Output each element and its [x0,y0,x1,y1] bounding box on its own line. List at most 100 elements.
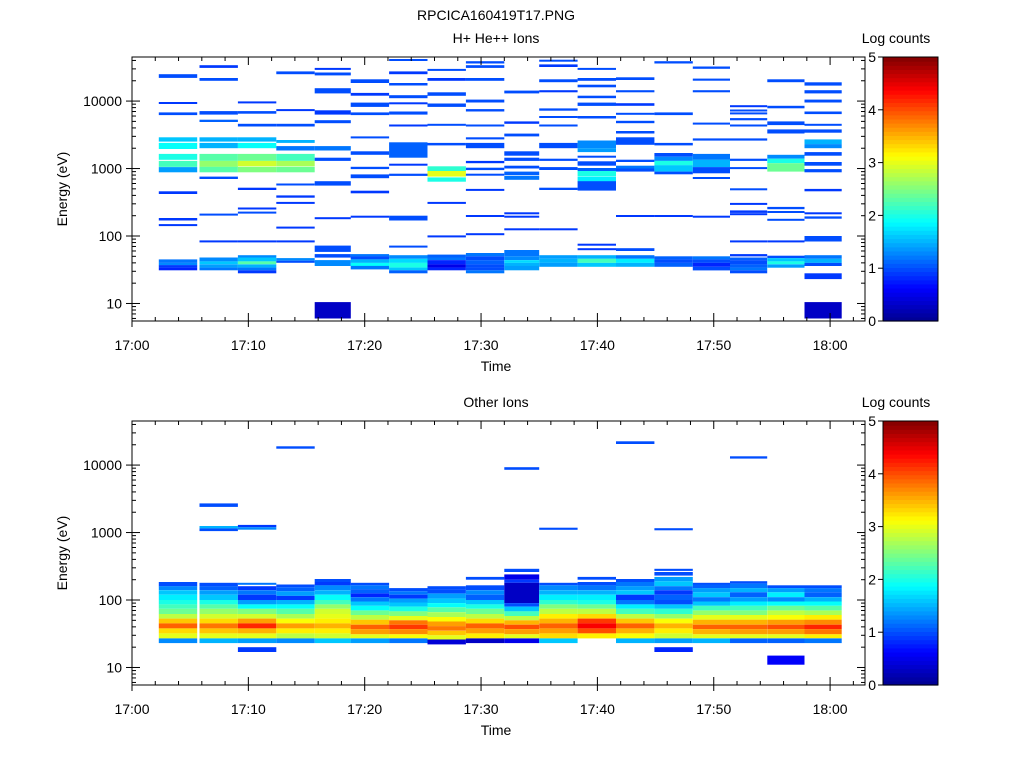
heatmap-cell [616,579,655,582]
colorbar-segment [883,421,938,426]
heatmap-cell [350,638,390,644]
heatmap-cell [237,618,277,624]
heatmap-cell [350,624,390,630]
heatmap-cell [692,619,730,625]
heatmap-cell [237,160,277,167]
colorbar-segment [883,259,938,264]
colorbar-segment [883,536,938,542]
heatmap-cell [692,122,730,125]
colorbar-segment [883,213,938,219]
colorbar-segment [883,267,938,273]
heatmap-cell [314,120,351,124]
heatmap-cell [465,608,505,614]
colorbar-segment [883,226,938,231]
colorbar-segment [883,160,938,165]
heatmap-cell [465,253,505,257]
colorbar-segment [883,85,938,91]
heatmap-cell [237,623,277,629]
heatmap-cell [389,616,428,621]
heatmap-cell [465,633,505,639]
heatmap-cell [654,112,693,116]
heatmap-cell [199,166,238,173]
heatmap-cell [654,600,693,605]
heatmap-cell [237,604,277,609]
heatmap-cell [804,638,842,644]
heatmap-cell [539,608,578,614]
colorbar-segment [883,573,938,579]
colorbar-frame [882,420,939,686]
colorbar-tick-label: 0 [868,313,876,329]
colorbar-segment [883,437,938,443]
heatmap-cell [276,166,315,173]
heatmap-cell [389,267,428,271]
heatmap-cell [804,262,842,266]
colorbar-segment [883,619,938,624]
heatmap-cell [539,582,578,586]
heatmap-cell [158,586,198,591]
heatmap-cell [314,582,351,586]
heatmap-cell [350,136,390,139]
heatmap-cell [237,600,277,605]
heatmap-cell [199,119,238,122]
heatmap-cell [237,608,277,614]
heatmap-cell [616,120,655,124]
heatmap-cell [276,123,315,127]
heatmap-cell [577,171,616,177]
heatmap-cell [654,256,693,260]
heatmap-cell [350,605,390,611]
heatmap-cell [804,624,842,630]
colorbar-segment [883,590,938,595]
heatmap-cell [539,258,578,263]
heatmap-cell [767,610,805,615]
colorbar-segment [883,676,938,682]
colorbar-segment [883,283,938,289]
heatmap-cell [654,142,693,146]
heatmap-cell [427,264,466,268]
heatmap-cell [465,590,505,595]
heatmap-cell [350,582,390,586]
heatmap-cell [199,623,238,629]
heatmap-cell [465,267,505,271]
colorbar-segment [883,454,938,459]
heatmap-cell [577,628,616,634]
heatmap-cell [199,213,238,216]
heatmap-cell [199,78,238,81]
heatmap-cell [577,255,616,259]
heatmap-cell [237,166,277,173]
x-tick-label: 17:40 [580,337,615,353]
heatmap-cell [767,105,805,109]
heatmap-cell [730,597,768,602]
heatmap-cell [465,270,505,274]
heatmap-cell [427,626,466,631]
heatmap-cell [389,95,428,99]
x-tick-label: 17:30 [464,337,499,353]
heatmap-cell [237,123,277,127]
heatmap-cell [158,623,198,629]
heatmap-cell [616,140,655,145]
heatmap-cell [539,158,578,161]
heatmap-cell [158,628,198,634]
heatmap-cell [427,593,466,599]
heatmap-cell [692,592,730,598]
colorbar-label: Log counts [862,394,931,410]
colorbar-segment [883,143,938,149]
heatmap-cell [539,633,578,639]
heatmap-cell [616,633,655,639]
heatmap-cell [427,78,466,81]
colorbar-segment [883,250,938,256]
heatmap-cell [465,188,505,191]
heatmap-cell [616,582,655,587]
colorbar-segment [883,205,938,211]
heatmap-cell [199,608,238,614]
colorbar-segment [883,503,938,509]
colorbar: 0 1 2 3 4 5 [868,49,939,329]
heatmap-cell [276,623,315,629]
colorbar-segment [883,515,938,521]
colorbar-segment [883,209,938,215]
x-tick-label: 18:00 [813,701,848,717]
heatmap-cell [314,302,351,319]
heatmap-cell [427,171,466,177]
heatmap-cell [350,79,390,83]
heatmap-cell [577,604,616,609]
colorbar-segment [883,656,938,661]
